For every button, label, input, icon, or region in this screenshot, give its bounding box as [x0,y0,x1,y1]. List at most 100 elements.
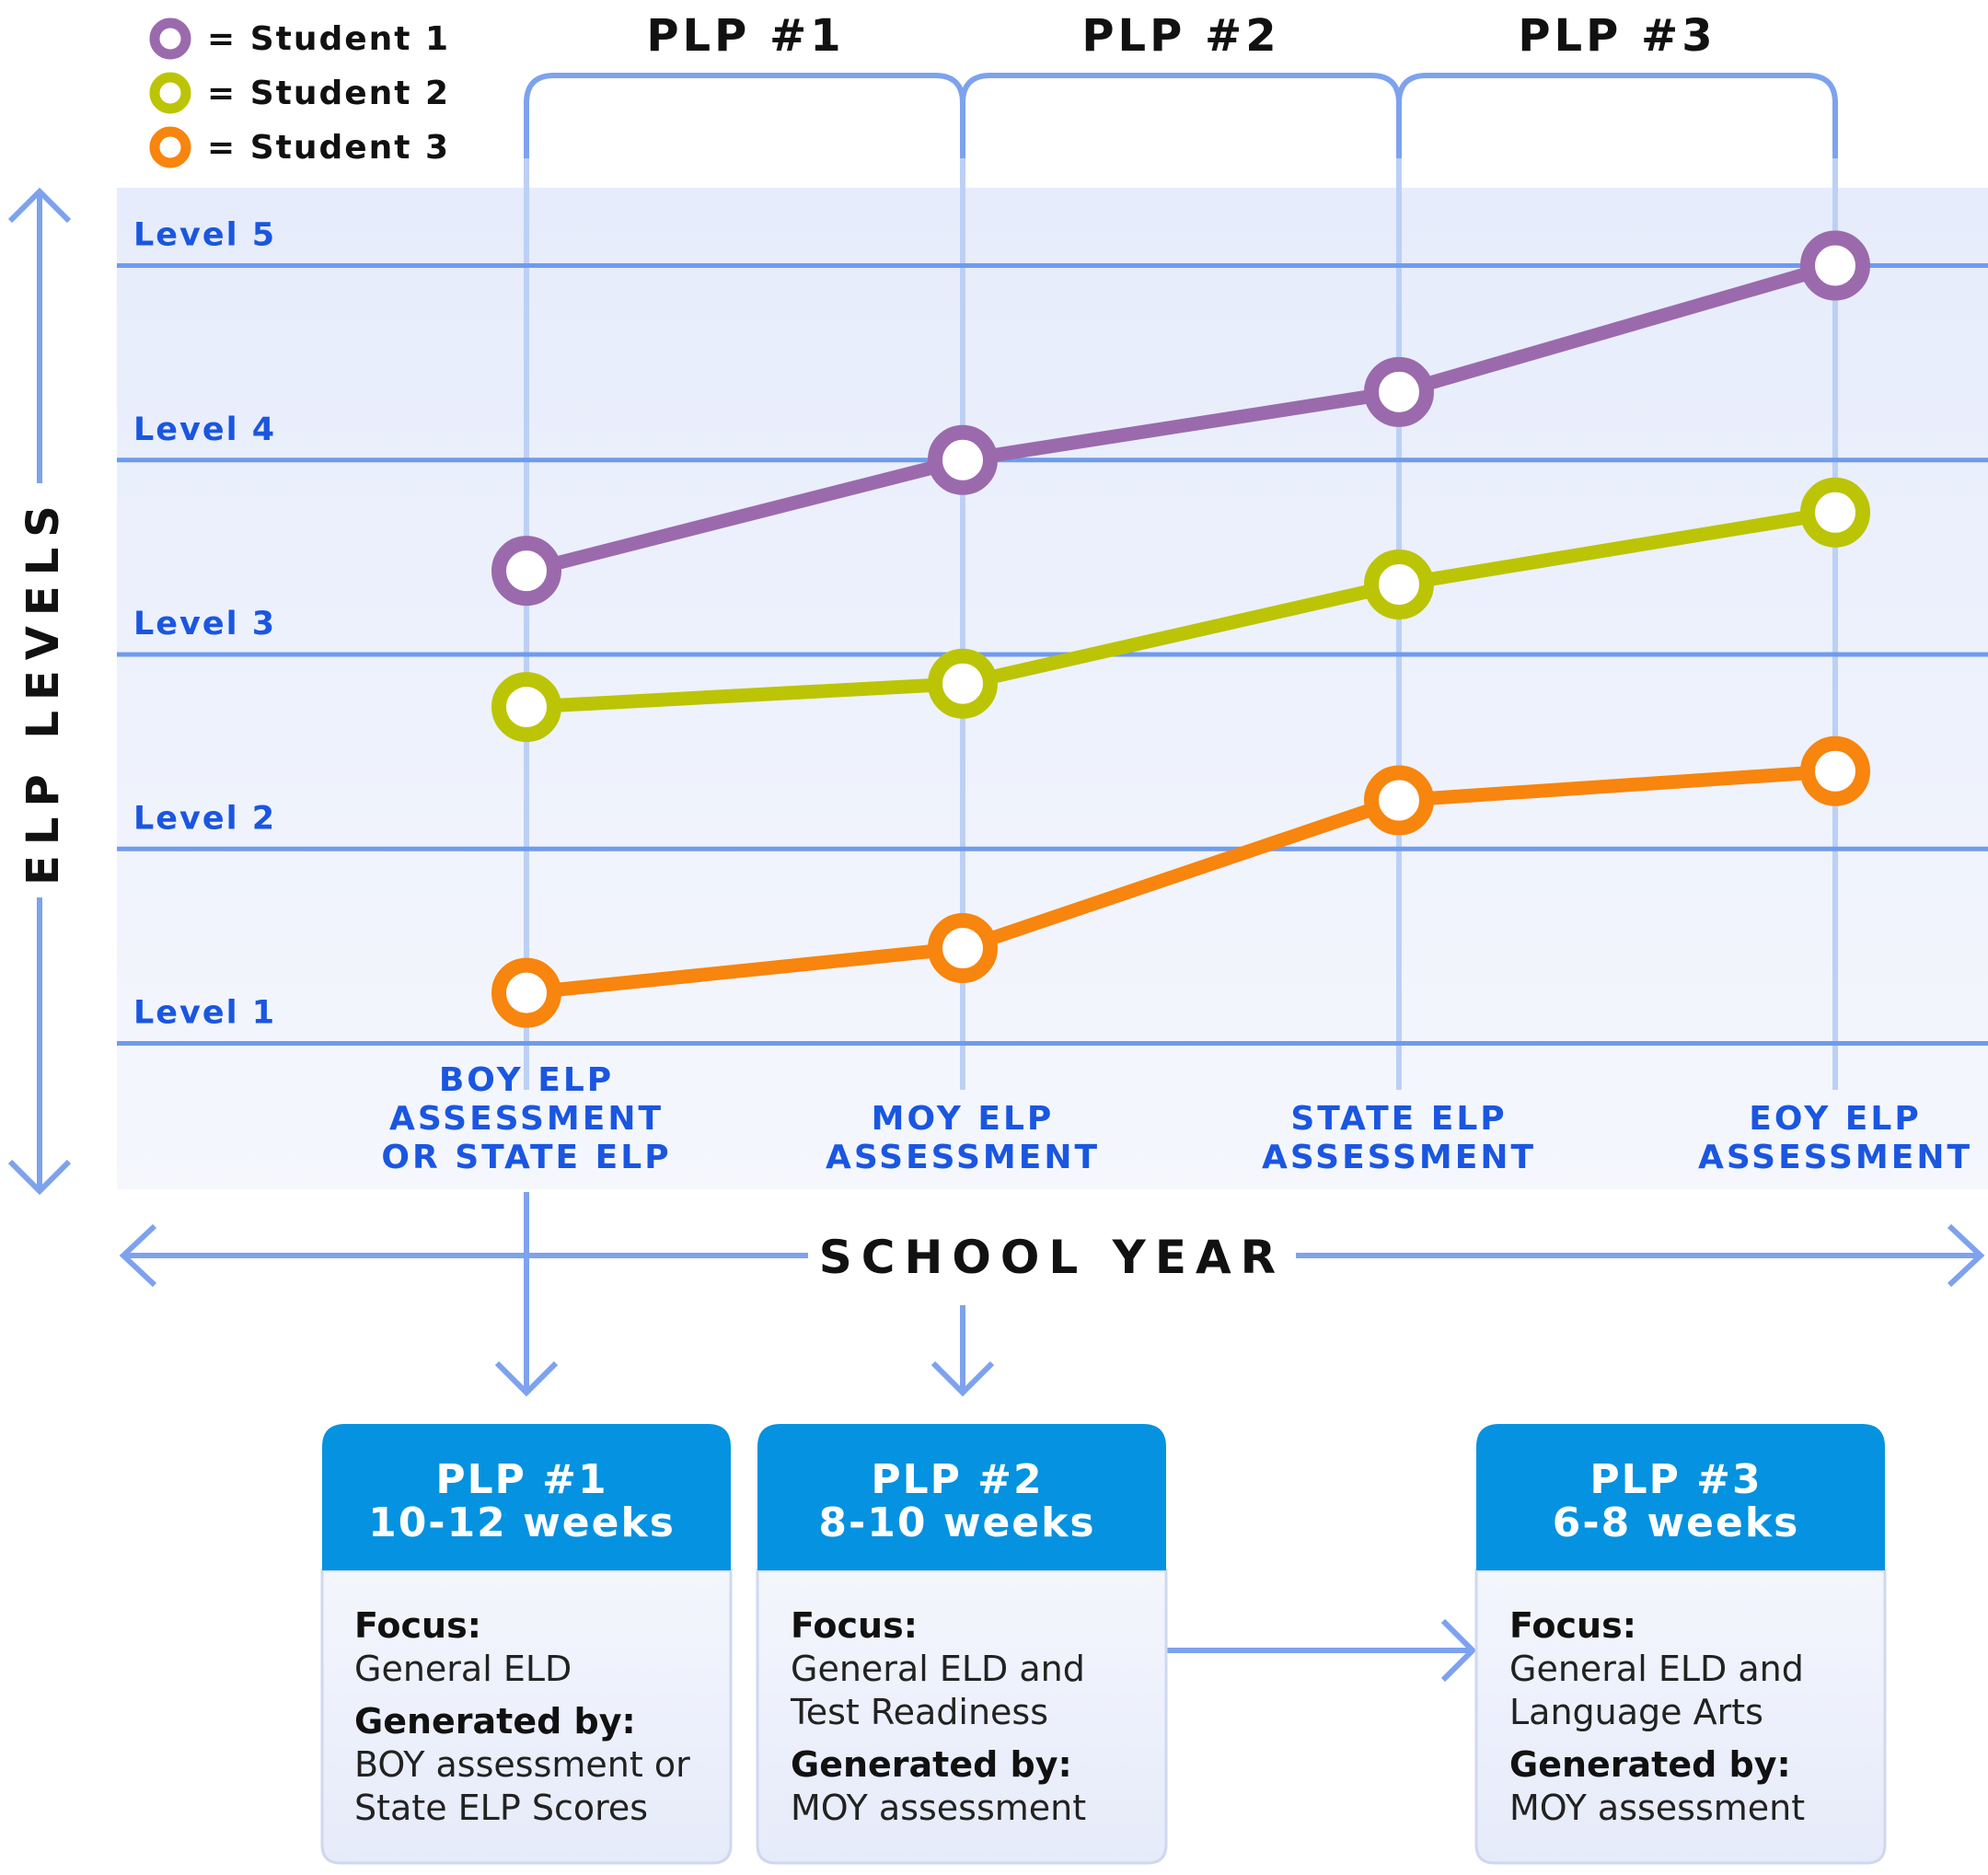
x-tick-label-3-line-1: STATE ELP [1290,1100,1507,1138]
series-line-student-2 [519,505,1843,714]
series-line-student-3 [519,764,1843,1001]
legend-marker-student-1 [149,17,191,60]
plp-card-2-header [757,1424,1166,1570]
data-point-student-2-3 [1364,549,1434,619]
plp-bracket-1 [524,73,965,158]
plp-card-2-generated-line-1: MOY assessment [791,1788,1086,1828]
arrow-moy-to-plp2-head [930,1360,995,1397]
series-student-3 [491,735,1870,1028]
plp-card-3: PLP #3 6-8 weeks Focus: General ELD and … [1474,1424,1887,1865]
plp-card-1-generated-line-2: State ELP Scores [354,1788,648,1828]
arrow-boy-to-plp1-head [494,1360,559,1397]
data-point-student-2-1 [491,672,561,743]
x-axis-title: SCHOOL YEAR [819,1231,1285,1284]
data-point-student-2-2 [928,648,998,719]
plp-card-1-header [322,1424,731,1570]
x-tick-label-1-line-2: ASSESSMENT [389,1100,664,1138]
x-tick-label-1-line-1: BOY ELP [439,1061,614,1099]
plp-card-3-body [1474,1568,1887,1865]
plp-header-1: PLP #1 [646,10,844,62]
y-axis-title: ELP LEVELS [17,495,69,885]
y-tick-level-5: Level 5 [133,217,276,254]
plp-card-1-generated-line-1: BOY assessment or [354,1744,690,1785]
x-tick-label-2-line-1: MOY ELP [872,1100,1055,1138]
data-point-student-2-4 [1800,477,1870,548]
plp-card-3-title: PLP #3 [1589,1456,1762,1503]
y-axis-arrow-up-head [7,187,72,224]
y-axis-arrow [7,187,72,1196]
x-tick-label-2: MOY ELP ASSESSMENT [826,1100,1100,1176]
data-point-student-1-4 [1800,230,1870,301]
x-axis-arrow-right-head [1947,1223,1985,1288]
legend-item-student-2: = Student 2 [149,72,450,114]
plp-card-2-focus-line-1: General ELD and [791,1649,1085,1689]
x-tick-label-1-line-3: OR STATE ELP [381,1139,671,1176]
plp-card-2-body [756,1568,1168,1865]
card-connector-arrows [494,1192,1477,1683]
series-line-student-1 [519,259,1843,578]
plot-background [117,188,1988,1189]
y-tick-level-3: Level 3 [133,606,276,642]
plp-card-1-focus-line-1: General ELD [354,1649,572,1689]
plp-card-1-generated-label: Generated by: [354,1701,636,1742]
plp-header-2: PLP #2 [1081,10,1279,62]
plp-card-2: PLP #2 8-10 weeks Focus: General ELD and… [756,1424,1168,1865]
legend-marker-student-2 [149,72,191,114]
data-point-student-3-2 [928,913,998,984]
plp-card-1-body [320,1568,733,1865]
legend-marker-student-3 [149,126,191,168]
data-point-student-3-4 [1800,735,1870,806]
y-tick-labels: Level 1 Level 2 Level 3 Level 4 Level 5 [133,217,276,1032]
plp-card-3-focus-line-2: Language Arts [1509,1692,1763,1732]
legend-item-student-3: = Student 3 [149,126,450,168]
y-axis-arrow-down-head [7,1159,72,1196]
plp-header-row: PLP #1 PLP #2 PLP #3 [646,10,1716,62]
data-point-student-1-3 [1364,356,1434,427]
x-tick-label-1: BOY ELP ASSESSMENT OR STATE ELP [381,1061,671,1176]
series-lines [491,230,1870,1028]
plp-card-1-focus-label: Focus: [354,1605,481,1646]
x-tick-label-2-line-2: ASSESSMENT [826,1139,1100,1176]
series-student-1 [491,230,1870,607]
x-tick-label-4: EOY ELP ASSESSMENT [1698,1100,1972,1176]
plp-card-3-header [1476,1424,1885,1570]
plp-card-2-focus-label: Focus: [791,1605,918,1646]
legend: = Student 1 = Student 2 = Student 3 [149,17,450,168]
plp-card-1-title: PLP #1 [435,1456,607,1503]
horizontal-gridlines [117,263,1988,1047]
x-axis-arrow [119,1223,1985,1288]
plp-card-3-focus-line-1: General ELD and [1509,1649,1804,1689]
data-point-student-1-2 [928,424,998,495]
plp-card-2-title: PLP #2 [871,1456,1043,1503]
legend-item-student-1: = Student 1 [149,17,450,60]
plp-card-3-duration: 6-8 weeks [1553,1499,1800,1546]
data-point-student-3-1 [491,957,561,1028]
data-point-student-1-1 [491,536,561,607]
y-tick-level-1: Level 1 [133,995,276,1032]
series-student-2 [491,477,1870,743]
data-point-student-3-3 [1364,765,1434,836]
plp-card-2-duration: 8-10 weeks [818,1499,1095,1546]
y-tick-level-4: Level 4 [133,411,276,448]
plp-card-3-generated-label: Generated by: [1509,1744,1791,1785]
plp-card-2-generated-label: Generated by: [791,1744,1072,1785]
plp-brackets [524,73,1838,158]
plp-card-3-focus-label: Focus: [1509,1605,1636,1646]
plp-card-2-focus-line-2: Test Readiness [790,1692,1048,1732]
legend-label-student-2: = Student 2 [207,75,450,112]
x-axis-arrow-left-head [119,1223,157,1288]
arrow-plp2-to-plp3-head [1440,1618,1477,1683]
x-tick-label-3: STATE ELP ASSESSMENT [1262,1100,1536,1176]
x-tick-label-4-line-2: ASSESSMENT [1698,1139,1972,1176]
plp-header-3: PLP #3 [1518,10,1716,62]
x-tick-label-4-line-1: EOY ELP [1749,1100,1921,1138]
x-tick-label-3-line-2: ASSESSMENT [1262,1139,1536,1176]
legend-label-student-3: = Student 3 [207,129,450,167]
plp-card-1: PLP #1 10-12 weeks Focus: General ELD Ge… [320,1424,733,1865]
legend-label-student-1: = Student 1 [207,20,450,58]
plp-bracket-2 [960,73,1402,158]
plp-card-1-duration: 10-12 weeks [368,1499,676,1546]
plp-card-3-generated-line-1: MOY assessment [1509,1788,1805,1828]
